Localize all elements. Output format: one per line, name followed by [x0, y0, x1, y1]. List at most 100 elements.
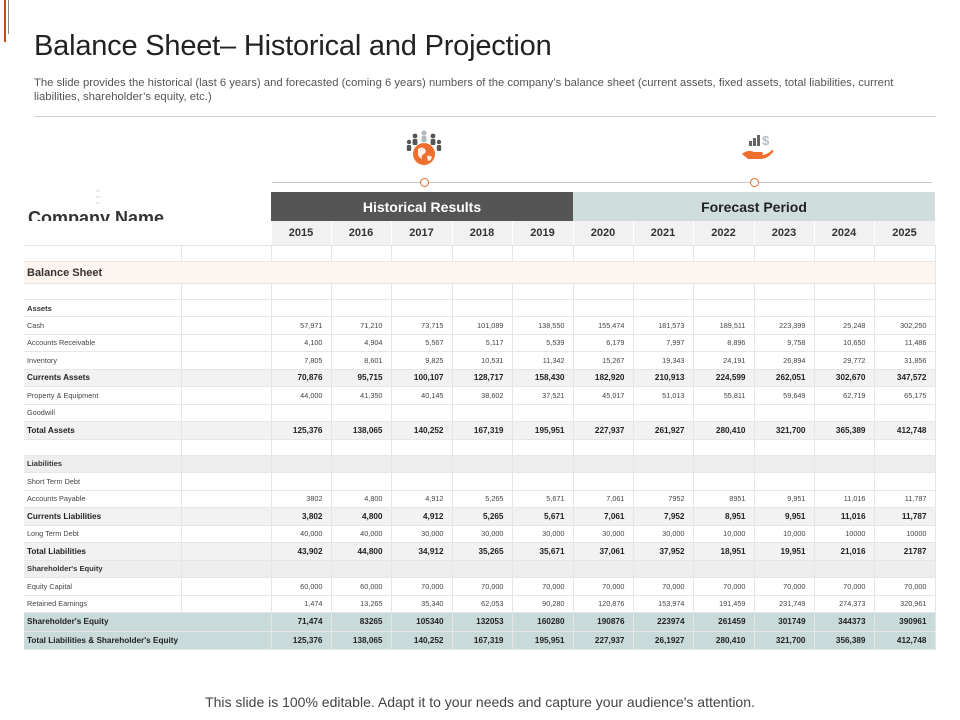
table-cell: 412,748: [874, 421, 936, 440]
table-row: Accounts Payable 3802 4,800 4,912 5,265 5,671…: [24, 490, 936, 508]
table-cell: 7,805: [271, 351, 332, 370]
table-cell: [331, 560, 392, 578]
table-cell: [512, 439, 574, 456]
team-globe-icon: [404, 127, 444, 167]
table-cell: 262,051: [754, 369, 815, 387]
page-title: Balance Sheet– Historical and Projection: [34, 30, 552, 62]
table-cell: [452, 439, 513, 456]
forecast-period-header: Forecast Period: [573, 192, 935, 221]
table-cell: 140,252: [391, 421, 453, 440]
table-cell: 153,974: [633, 595, 694, 613]
row-label: Equity Capital: [24, 577, 182, 596]
table-cell: [512, 472, 574, 491]
historical-results-header: Historical Results: [271, 192, 573, 221]
table-row: Retained Earnings 1,474 13,265 35,340 62,053…: [24, 595, 936, 613]
table-cell: 70,876: [271, 369, 332, 387]
table-cell: 412,748: [874, 631, 936, 650]
table-cell: [271, 455, 332, 473]
table-cell: 10,000: [693, 525, 755, 543]
table-cell: 55,811: [693, 386, 755, 405]
table-cell: [331, 472, 392, 491]
table-cell: 35,340: [391, 595, 453, 613]
table-row: Total Liabilities 43,902 44,800 34,912 35,26…: [24, 542, 936, 561]
section-label: Balance Sheet: [24, 261, 936, 284]
table-cell: [693, 299, 755, 317]
table-cell: 70,000: [452, 577, 513, 596]
table-cell: 83265: [331, 612, 392, 632]
table-cell: 40,145: [391, 386, 453, 405]
table-cell: 321,700: [754, 421, 815, 440]
table-row: Cash 57,971 71,210 73,715 101,089 138,550 155,…: [24, 316, 936, 335]
table-cell: 155,474: [573, 316, 634, 335]
table-cell: 26,1927: [633, 631, 694, 650]
table-cell: 9,951: [754, 490, 815, 508]
table-cell: 4,800: [331, 490, 392, 508]
table-row: Short Term Debt: [24, 472, 936, 491]
table-row: Accounts Receivable 4,100 4,904 5,567 5,117 5…: [24, 334, 936, 352]
table-cell: 210,913: [633, 369, 694, 387]
table-cell: 6,179: [573, 334, 634, 352]
table-cell: 40,000: [331, 525, 392, 543]
table-cell: 182,920: [573, 369, 634, 387]
table-cell: 3802: [271, 490, 332, 508]
table-cell: [814, 560, 875, 578]
table-cell: [693, 439, 755, 456]
table-cell: [573, 404, 634, 422]
year-header-cell: 2020: [573, 221, 634, 246]
hand-dollar-chart-icon: $: [740, 131, 774, 163]
table-cell: [271, 560, 332, 578]
row-label: Currents Liabilities: [24, 507, 182, 526]
table-cell: 24,191: [693, 351, 755, 370]
year-header-cell: 2022: [693, 221, 755, 246]
table-cell: [512, 299, 574, 317]
row-label: Shareholder's Equity: [24, 560, 182, 578]
table-cell: [874, 299, 936, 317]
table-cell: 65,175: [874, 386, 936, 405]
table-cell: [874, 439, 936, 456]
table-cell: [754, 299, 815, 317]
table-cell: 26,894: [754, 351, 815, 370]
table-cell: 128,717: [452, 369, 513, 387]
table-cell: [271, 404, 332, 422]
table-cell: 7,997: [633, 334, 694, 352]
chevron-down-icon: ⌄ ⌄ ⌄: [94, 184, 102, 206]
row-label: Accounts Payable: [24, 490, 182, 508]
table-cell: 44,800: [331, 542, 392, 561]
table-cell: [391, 439, 453, 456]
table-cell: 45,017: [573, 386, 634, 405]
svg-text:$: $: [762, 133, 770, 148]
table-row: [24, 439, 936, 456]
table-cell: 13,265: [331, 595, 392, 613]
timeline-line: [272, 182, 932, 183]
table-cell: [452, 560, 513, 578]
table-cell: 19,343: [633, 351, 694, 370]
table-cell: 5,671: [512, 507, 574, 526]
row-label: Goodwill: [24, 404, 182, 422]
year-header-cell: 2015: [271, 221, 332, 246]
timeline-marker-historical: [420, 178, 429, 187]
table-cell: 51,013: [633, 386, 694, 405]
table-cell: 5,539: [512, 334, 574, 352]
table-cell: [693, 455, 755, 473]
table-cell: 34,912: [391, 542, 453, 561]
table-cell: [874, 455, 936, 473]
table-cell: 70,000: [754, 577, 815, 596]
table-cell: 344373: [814, 612, 875, 632]
table-cell: 223,399: [754, 316, 815, 335]
table-cell: [271, 472, 332, 491]
table-cell: 195,951: [512, 631, 574, 650]
table-cell: 60,000: [271, 577, 332, 596]
table-cell: 5,671: [512, 490, 574, 508]
table-cell: [633, 299, 694, 317]
table-row: Property & Equipment 44,000 41,350 40,145 38…: [24, 386, 936, 405]
table-cell: [693, 472, 755, 491]
section-row: Balance Sheet: [24, 261, 936, 284]
year-header-cell: 2024: [814, 221, 875, 246]
table-cell: 280,410: [693, 631, 755, 650]
table-cell: 138,065: [331, 421, 392, 440]
table-cell: 37,952: [633, 542, 694, 561]
table-cell: [391, 455, 453, 473]
year-header-cell: 2016: [331, 221, 392, 246]
table-cell: 365,389: [814, 421, 875, 440]
table-cell: [271, 439, 332, 456]
